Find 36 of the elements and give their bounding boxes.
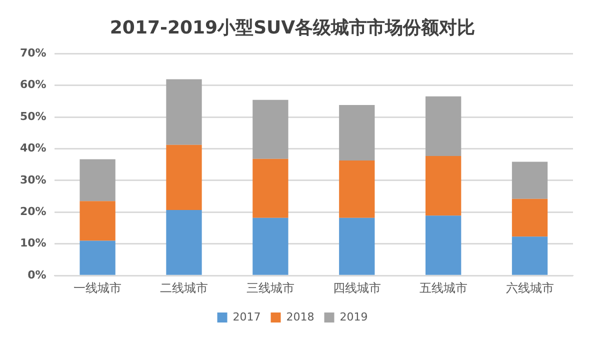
- y-tick-label: 0%: [28, 268, 46, 282]
- bar: [512, 198, 548, 237]
- bar: [252, 218, 288, 275]
- y-tick-label: 20%: [20, 205, 46, 218]
- x-tick-label: 四线城市: [332, 280, 381, 295]
- bar: [426, 216, 462, 275]
- x-tick-label: 六线城市: [506, 280, 554, 295]
- bar: [166, 144, 202, 210]
- y-tick-label: 30%: [20, 173, 46, 186]
- bar: [512, 236, 548, 275]
- x-tick-label: 二线城市: [160, 280, 208, 295]
- bar: [252, 100, 288, 159]
- bar: [166, 79, 202, 145]
- x-tick-label: 三线城市: [246, 280, 294, 295]
- x-tick-label: 五线城市: [419, 280, 468, 295]
- bar: [512, 162, 548, 199]
- bar: [426, 96, 462, 156]
- y-tick-label: 60%: [20, 78, 46, 92]
- chart-title: 2017-2019小型SUV各级城市市场份额对比: [110, 17, 476, 38]
- bar: [80, 201, 116, 241]
- bar: [426, 156, 462, 216]
- legend-label: 2018: [286, 310, 314, 324]
- y-tick-label: 50%: [20, 110, 46, 123]
- bar: [80, 159, 116, 202]
- y-tick-label: 70%: [20, 46, 46, 60]
- bar: [252, 158, 288, 218]
- bar: [80, 240, 116, 275]
- bar: [339, 104, 375, 160]
- y-tick-label: 10%: [20, 236, 46, 250]
- legend-label: 2017: [232, 310, 261, 324]
- bar: [339, 218, 375, 275]
- y-tick-label: 40%: [20, 142, 46, 155]
- bar: [166, 210, 202, 275]
- x-tick-label: 一线城市: [74, 280, 122, 295]
- bar: [339, 160, 375, 218]
- legend-label: 2019: [340, 310, 368, 324]
